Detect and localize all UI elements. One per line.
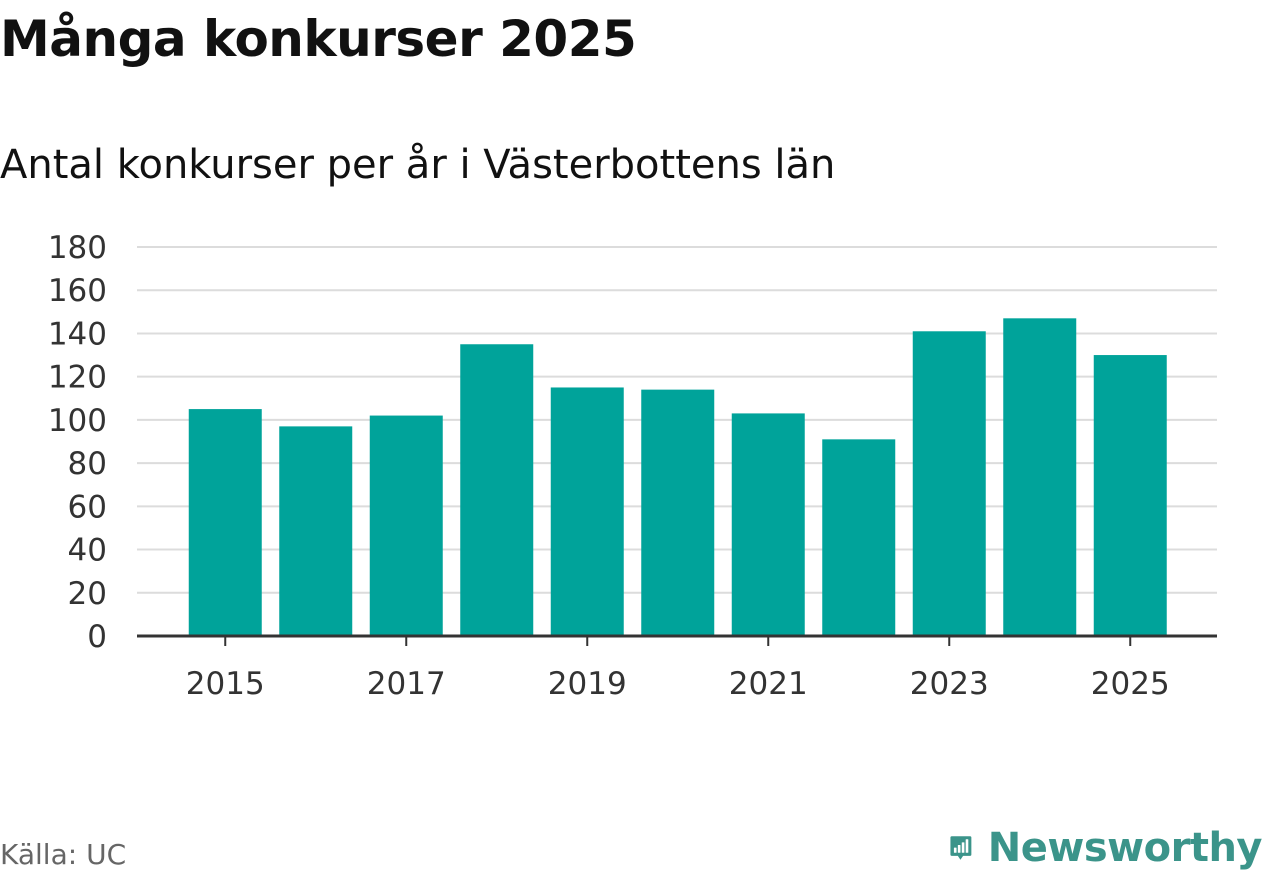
bar-2020: [641, 389, 715, 636]
y-tick-label: 100: [48, 403, 107, 439]
y-tick-label: 60: [68, 489, 107, 525]
y-tick-label: 0: [87, 619, 107, 655]
chart-subtitle: Antal konkurser per år i Västerbottens l…: [0, 142, 836, 188]
bar-chart: 0 20 40 60 80 100 120 140 160 180 2015 2017 2019 202…: [48, 230, 1217, 702]
chart-title: Många konkurser 2025: [0, 10, 637, 68]
y-tick-label: 40: [68, 533, 107, 569]
y-tick-label: 20: [68, 576, 107, 612]
x-tick-label: 2015: [186, 666, 265, 702]
bar-2022: [822, 439, 896, 636]
x-tick-label: 2019: [548, 666, 627, 702]
x-tick-label: 2023: [910, 666, 989, 702]
bar-2016: [279, 426, 353, 636]
x-tick-label: 2017: [367, 666, 446, 702]
bars: [188, 318, 1167, 636]
y-tick-label: 160: [48, 273, 107, 309]
bar-2019: [550, 387, 624, 636]
y-tick-label: 120: [48, 360, 107, 396]
brand-name: Newsworthy: [987, 825, 1262, 871]
bar-2025: [1093, 355, 1167, 636]
newsworthy-logo-icon: [950, 836, 972, 860]
bar-2018: [460, 344, 534, 636]
bar-2021: [731, 413, 805, 636]
brand-logo[interactable]: Newsworthy: [950, 818, 1262, 878]
bar-2017: [369, 415, 443, 636]
y-tick-label: 180: [48, 230, 107, 266]
y-tick-label: 140: [48, 316, 107, 352]
x-axis-tick-labels: 2015 2017 2019 2021 2023 2025: [186, 666, 1170, 702]
bar-2023: [912, 331, 986, 636]
y-axis-tick-labels: 0 20 40 60 80 100 120 140 160 180: [48, 230, 107, 655]
bar-2024: [1003, 318, 1077, 636]
source-note: Källa: UC: [0, 838, 127, 871]
x-tick-label: 2025: [1091, 666, 1170, 702]
bar-2015: [188, 409, 262, 636]
x-axis: [137, 634, 1217, 646]
y-tick-label: 80: [68, 446, 107, 482]
x-tick-label: 2021: [729, 666, 808, 702]
